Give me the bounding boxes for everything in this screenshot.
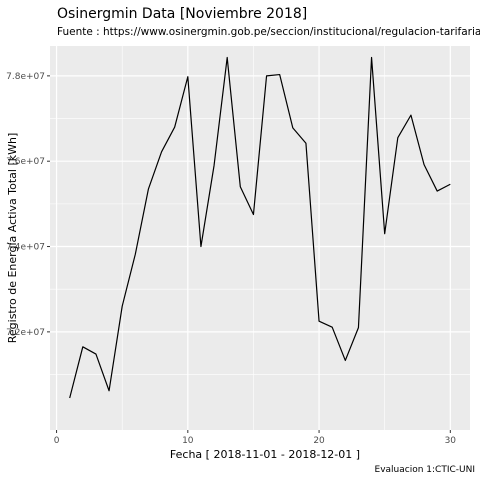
y-tick-label: 7.6e+07 <box>6 157 45 167</box>
x-tick-label: 30 <box>445 436 457 446</box>
x-tick-label: 20 <box>313 436 325 446</box>
x-axis-label: Fecha [ 2018-11-01 - 2018-12-01 ] <box>170 448 360 461</box>
y-axis-label: Registro de Energía Activa Total [kWh] <box>6 133 19 344</box>
plot-panel <box>50 46 470 430</box>
y-axis-ticks: 7.2e+07 7.4e+07 7.6e+07 7.8e+07 <box>6 72 50 338</box>
chart-caption: Evaluacion 1:CTIC-UNI <box>375 465 475 475</box>
x-axis-ticks: 0 10 20 30 <box>54 430 457 446</box>
series-line <box>69 56 451 399</box>
x-tick-label: 10 <box>182 436 194 446</box>
y-tick-label: 7.4e+07 <box>6 243 45 253</box>
chart-title: Osinergmin Data [Noviembre 2018] <box>57 6 307 22</box>
chart-subtitle: Fuente : https://www.osinergmin.gob.pe/s… <box>57 26 480 38</box>
y-tick-label: 7.8e+07 <box>6 72 45 82</box>
x-tick-label: 0 <box>54 436 60 446</box>
grid-major <box>50 46 470 430</box>
y-tick-label: 7.2e+07 <box>6 328 45 338</box>
grid-minor <box>50 46 470 430</box>
